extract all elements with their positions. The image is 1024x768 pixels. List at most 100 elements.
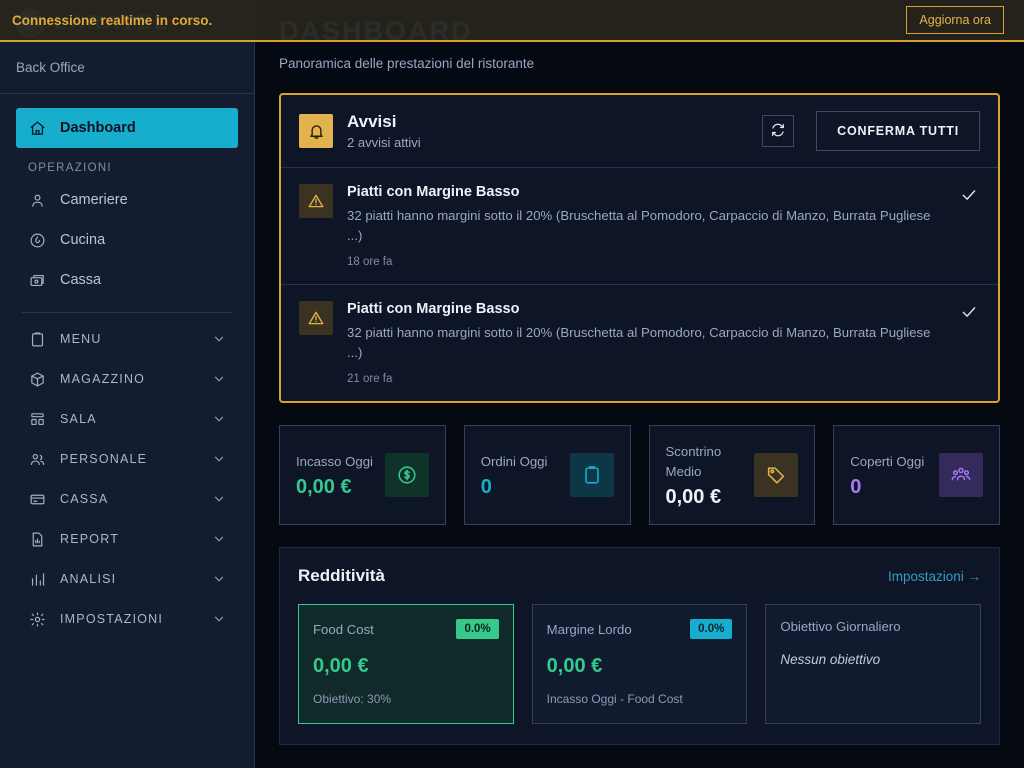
profit-card-value: 0,00 €: [546, 655, 603, 677]
stat-value: 0,00 €: [296, 475, 352, 498]
stats-row: Incasso Oggi 0,00 € Ordini Oggi 0: [279, 425, 1000, 525]
alert-title: Piatti con Margine Basso: [347, 301, 520, 317]
stat-value: 0: [480, 475, 492, 498]
profit-card-note: Obiettivo: 30%: [313, 692, 392, 706]
profitability-cards: Food Cost 0.0% 0,00 € Obiettivo: 30% Mar…: [298, 604, 981, 724]
sidebar-group-label: IMPOSTAZIONI: [60, 612, 164, 626]
profit-card-food-cost[interactable]: Food Cost 0.0% 0,00 € Obiettivo: 30%: [298, 604, 514, 724]
stat-label: Coperti Oggi: [850, 453, 925, 469]
profit-card-margine-lordo[interactable]: Margine Lordo 0.0% 0,00 € Incasso Oggi -…: [531, 604, 748, 724]
alert-message: 32 piatti hanno margini sotto il 20% (Br…: [347, 325, 931, 360]
sidebar-group-cassa[interactable]: CASSA: [16, 479, 238, 519]
sidebar-group-label: MENU: [60, 332, 102, 346]
stat-label: Ordini Oggi: [480, 453, 548, 469]
status-badge: 0.0%: [690, 619, 733, 639]
alerts-card: Avvisi 2 avvisi attivi CONFERMA TUTTI: [279, 93, 1000, 403]
sidebar-group-personale[interactable]: PERSONALE: [16, 439, 238, 479]
stat-value: 0: [850, 475, 862, 498]
sidebar-group-label: PERSONALE: [60, 452, 148, 466]
clipboard-icon: [569, 453, 614, 497]
sidebar: LARAVEL Back Office Dashboard OPERAZIONI: [0, 0, 255, 768]
profit-card-note: Nessun obiettivo: [780, 652, 881, 667]
document-chart-icon: [28, 530, 46, 548]
alerts-title: Avvisi: [347, 112, 397, 131]
profit-card-value: 0,00 €: [313, 655, 369, 677]
main-content: DASHBOARD Panoramica delle prestazioni d…: [255, 0, 1024, 768]
refresh-button[interactable]: [762, 115, 795, 147]
profit-card-obiettivo-giornaliero[interactable]: Obiettivo Giornaliero Nessun obiettivo: [765, 604, 981, 724]
alerts-header: Avvisi 2 avvisi attivi CONFERMA TUTTI: [281, 95, 998, 168]
alert-title: Piatti con Margine Basso: [347, 184, 520, 200]
sidebar-item-cassa[interactable]: Cassa: [16, 260, 238, 300]
sidebar-item-dashboard[interactable]: Dashboard: [16, 108, 238, 148]
stat-card-ordini-oggi[interactable]: Ordini Oggi 0: [463, 425, 631, 525]
check-icon[interactable]: [960, 184, 980, 268]
tables-icon: [28, 410, 46, 428]
sidebar-item-label: Cassa: [60, 272, 102, 288]
dollar-circle-icon: [384, 453, 429, 497]
refresh-icon: [770, 122, 786, 141]
sidebar-group-menu[interactable]: MENU: [16, 319, 238, 359]
realtime-banner: Connessione realtime in corso. Aggiorna …: [0, 0, 1024, 42]
stat-label: Incasso Oggi: [296, 453, 373, 469]
realtime-banner-text: Connessione realtime in corso.: [12, 13, 213, 28]
profitability-settings-link[interactable]: Impostazioni →: [887, 568, 981, 584]
sidebar-divider: [22, 312, 232, 313]
refresh-now-button[interactable]: Aggiorna ora: [906, 6, 1004, 34]
stat-card-incasso-oggi[interactable]: Incasso Oggi 0,00 €: [279, 425, 446, 525]
sidebar-item-cameriere[interactable]: Cameriere: [16, 180, 238, 220]
sidebar-group-label: ANALISI: [60, 572, 117, 586]
confirm-all-button[interactable]: CONFERMA TUTTI: [816, 111, 980, 151]
alerts-count: 2 avvisi attivi: [347, 135, 421, 150]
profit-card-label: Margine Lordo: [546, 621, 632, 637]
alert-timestamp: 18 ore fa: [347, 256, 393, 268]
sidebar-section-operazioni: OPERAZIONI: [28, 162, 112, 174]
stat-label: Scontrino Medio: [665, 443, 722, 479]
sidebar-item-label: Cameriere: [60, 192, 128, 208]
sidebar-item-label: Dashboard: [60, 120, 136, 136]
chevron-down-icon: [212, 612, 226, 626]
profit-card-note: Incasso Oggi - Food Cost: [546, 692, 683, 706]
users-icon: [28, 450, 46, 468]
register-icon: [28, 271, 46, 289]
chevron-down-icon: [212, 412, 226, 426]
group-people-icon: [939, 453, 983, 497]
profitability-header: Redditività Impostazioni →: [298, 566, 981, 586]
sidebar-group-label: CASSA: [60, 492, 109, 506]
chevron-down-icon: [212, 492, 226, 506]
chevron-down-icon: [212, 332, 226, 346]
backoffice-label: Back Office: [0, 46, 254, 94]
alert-timestamp: 21 ore fa: [347, 373, 393, 385]
sidebar-group-sala[interactable]: SALA: [16, 399, 238, 439]
sidebar-group-label: SALA: [60, 412, 97, 426]
alert-message: 32 piatti hanno margini sotto il 20% (Br…: [347, 208, 931, 243]
status-badge: 0.0%: [456, 619, 499, 639]
chevron-down-icon: [212, 452, 226, 466]
gear-icon: [28, 610, 46, 628]
chevron-down-icon: [212, 372, 226, 386]
stat-card-scontrino-medio[interactable]: Scontrino Medio 0,00 €: [648, 425, 816, 525]
card-icon: [28, 490, 46, 508]
sidebar-group-impostazioni[interactable]: IMPOSTAZIONI: [16, 599, 238, 639]
alert-row: Piatti con Margine Basso 32 piatti hanno…: [281, 285, 998, 401]
sidebar-item-label: Cucina: [60, 232, 106, 248]
profit-card-label: Food Cost: [313, 621, 374, 637]
sidebar-group-label: REPORT: [60, 532, 120, 546]
box-icon: [28, 370, 46, 388]
profit-card-label: Obiettivo Giornaliero: [780, 619, 901, 634]
sidebar-group-magazzino[interactable]: MAGAZZINO: [16, 359, 238, 399]
sidebar-group-report[interactable]: REPORT: [16, 519, 238, 559]
stat-value: 0,00 €: [665, 485, 722, 508]
clipboard-icon: [28, 330, 46, 348]
profitability-title: Redditività: [298, 566, 385, 585]
alert-row: Piatti con Margine Basso 32 piatti hanno…: [281, 168, 998, 285]
stat-card-coperti-oggi[interactable]: Coperti Oggi 0: [833, 425, 1000, 525]
user-icon: [28, 191, 46, 209]
sidebar-item-cucina[interactable]: Cucina: [16, 220, 238, 260]
bell-icon: [299, 114, 333, 148]
check-icon[interactable]: [960, 301, 980, 385]
chevron-down-icon: [212, 572, 226, 586]
sidebar-group-analisi[interactable]: ANALISI: [16, 559, 238, 599]
home-icon: [28, 119, 46, 137]
